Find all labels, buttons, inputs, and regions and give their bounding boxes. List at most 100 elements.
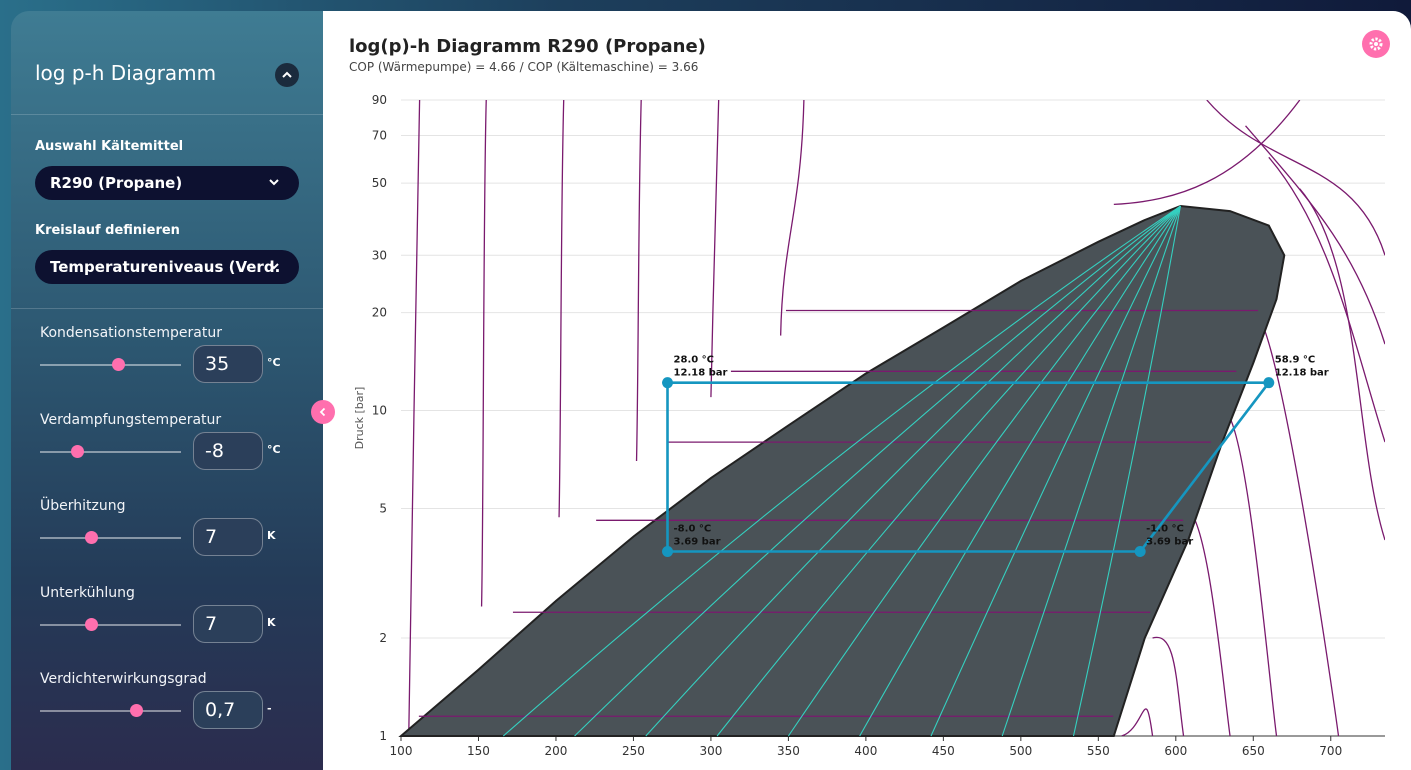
y-tick-label: 70: [372, 129, 387, 143]
slider-track[interactable]: [40, 623, 181, 626]
isotherm-line: [1222, 409, 1278, 736]
cycle-point-temperature: 28.0 °C: [674, 355, 715, 366]
x-tick-label: 400: [854, 744, 877, 758]
chevron-down-icon: [269, 179, 279, 186]
quality-line: [574, 205, 1181, 737]
x-tick-label: 150: [467, 744, 490, 758]
slider-label: Verdampfungstemperatur: [40, 411, 222, 428]
x-tick-label: 300: [699, 744, 722, 758]
y-tick-label: 10: [372, 404, 387, 418]
quality-line: [1072, 205, 1181, 737]
chevron-down-icon: [269, 263, 279, 270]
isotherm-line: [480, 100, 487, 607]
gear-icon: [1369, 37, 1383, 51]
ph-diagram: 1 2 5 10 20 30 50 70 90 100 150 200 250 300 350 400 450 5…: [353, 93, 1385, 758]
refrigerant-section: Auswahl Kältemittel R290 (Propane) Kreis…: [11, 115, 323, 309]
slider-unit: K: [267, 529, 276, 542]
y-tick-label: 90: [372, 93, 387, 107]
slider-label: Kondensationstemperatur: [40, 325, 222, 341]
refrigerant-select[interactable]: R290 (Propane): [35, 166, 299, 200]
x-tick-label: 700: [1319, 744, 1342, 758]
quality-line: [1001, 205, 1181, 737]
slider-value-input[interactable]: 7: [193, 518, 263, 556]
isotherm-line: [1206, 100, 1385, 256]
x-tick-label: 350: [777, 744, 800, 758]
sidebar: log p-h Diagramm Auswahl Kältemittel R29…: [11, 11, 323, 770]
quality-line: [716, 205, 1181, 737]
chart-panel: log(p)-h Diagramm R290 (Propane) COP (Wä…: [323, 11, 1411, 770]
slider-block: Verdichterwirkungsgrad 0,7 -: [11, 671, 323, 757]
slider-thumb[interactable]: [84, 531, 98, 544]
x-tick-label: 100: [390, 744, 413, 758]
quality-line: [502, 205, 1181, 737]
isotherm-line: [710, 100, 720, 398]
isotherm-line: [1152, 636, 1185, 736]
x-tick-label: 450: [932, 744, 955, 758]
isotherm-line: [780, 100, 805, 336]
slider-value-input[interactable]: 7: [193, 604, 263, 643]
cycle-point: [662, 377, 674, 389]
refrigerant-label: Auswahl Kältemittel: [35, 139, 184, 154]
slider-block: Kondensationstemperatur 35 °C: [11, 325, 323, 411]
slider-thumb[interactable]: [129, 704, 143, 717]
quality-line: [645, 205, 1181, 737]
x-tick-label: 550: [1087, 744, 1110, 758]
cycle-value: Temperaturenivea­us (Verd.: [50, 258, 281, 276]
y-tick-label: 5: [379, 502, 387, 516]
slider-thumb[interactable]: [70, 444, 84, 458]
sidebar-title: log p-h Diagramm: [35, 61, 217, 85]
slider-track[interactable]: [40, 364, 181, 366]
chevron-left-icon: [319, 407, 326, 417]
quality-line: [787, 205, 1181, 737]
sidebar-toggle-button[interactable]: [311, 400, 335, 424]
cycle-point-temperature: -1.0 °C: [1146, 523, 1184, 534]
slider-thumb[interactable]: [84, 617, 98, 631]
cycle-point-pressure: 3.69 bar: [674, 536, 721, 547]
refrigerant-value: R290 (Propane): [50, 174, 183, 192]
cycle-point-temperature: -8.0 °C: [674, 523, 712, 534]
cycle-point-temperature: 58.9 °C: [1275, 355, 1316, 366]
slider-label: Unterkühlung: [40, 584, 135, 601]
cycle-point: [1263, 377, 1275, 389]
isotherm-line: [1268, 156, 1385, 443]
slider-unit: -: [267, 702, 272, 715]
cycle-point-pressure: 12.18 bar: [674, 368, 728, 379]
quality-line: [859, 205, 1181, 737]
isotherm-line: [635, 100, 642, 461]
cycle-select[interactable]: Temperaturenivea­us (Verd.: [35, 250, 299, 284]
slider-value-input[interactable]: -8: [193, 431, 263, 470]
quality-line: [930, 205, 1181, 737]
y-tick-label: 20: [372, 306, 387, 320]
sidebar-header: log p-h Diagramm: [11, 11, 323, 115]
collapse-button[interactable]: [275, 63, 299, 87]
cycle-point-pressure: 12.18 bar: [1275, 368, 1329, 379]
slider-thumb[interactable]: [111, 358, 125, 371]
x-tick-label: 650: [1242, 744, 1265, 758]
slider-track[interactable]: [40, 450, 181, 453]
settings-button[interactable]: [1362, 30, 1390, 58]
slider-value-input[interactable]: 35: [193, 345, 263, 383]
y-tick-label: 50: [372, 176, 387, 190]
isotherm-line: [1121, 708, 1154, 736]
cycle-label: Kreislauf definieren: [35, 223, 180, 238]
saturation-dome: [398, 204, 1286, 737]
isotherm-line: [1245, 125, 1385, 345]
slider-block: Unterkühlung 7 K: [11, 585, 323, 671]
cop-summary: COP (Wärmepumpe) = 4.66 / COP (Kältemasc…: [349, 60, 699, 74]
x-tick-label: 250: [622, 744, 645, 758]
slider-label: Überhitzung: [40, 498, 126, 514]
slider-block: Verdampfungstemperatur -8 °C: [11, 412, 323, 498]
slider-track[interactable]: [40, 710, 181, 712]
y-tick-label: 2: [379, 631, 387, 645]
x-tick-label: 200: [545, 744, 568, 758]
slider-unit: K: [267, 615, 276, 629]
slider-track[interactable]: [40, 537, 181, 539]
slider-block: Überhitzung 7 K: [11, 498, 323, 584]
isotherm-line: [408, 100, 421, 736]
isotherm-line: [1113, 100, 1301, 206]
cycle-point: [662, 545, 674, 557]
y-tick-label: 30: [372, 248, 387, 262]
slider-value-input[interactable]: 0,7: [193, 691, 263, 729]
isotherm-line: [558, 100, 565, 518]
cycle-point: [1134, 545, 1146, 557]
